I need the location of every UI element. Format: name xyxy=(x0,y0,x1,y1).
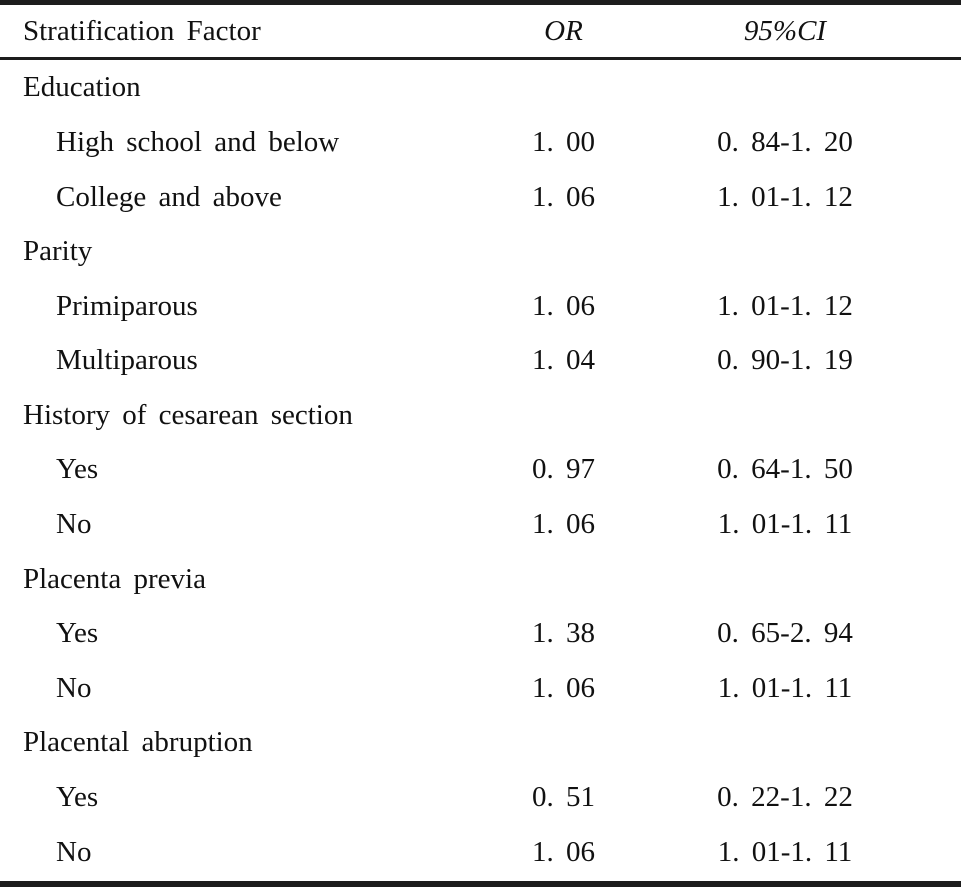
column-header-stratification-factor: Stratification Factor xyxy=(0,2,451,60)
row-label: No xyxy=(56,836,92,869)
ci-value: 1. 01-1. 11 xyxy=(717,671,853,704)
row-label: History of cesarean section xyxy=(23,398,353,431)
data-row: College and above 1. 06 1. 01-1. 12 xyxy=(0,170,961,225)
or-value xyxy=(451,59,676,116)
row-label: No xyxy=(56,671,92,704)
table-body: Education High school and below 1. 00 0. 84… xyxy=(0,59,961,885)
ci-value xyxy=(676,552,961,607)
row-label: Multiparous xyxy=(56,344,198,377)
ci-value xyxy=(676,225,961,280)
or-value: 0. 51 xyxy=(532,780,595,813)
row-label: No xyxy=(56,508,92,540)
data-row: Multiparous 1. 04 0. 90-1. 19 xyxy=(0,334,961,389)
row-label: College and above xyxy=(56,180,282,213)
data-row: Primiparous 1. 06 1. 01-1. 12 xyxy=(0,279,961,334)
or-value: 1. 06 xyxy=(532,671,595,704)
data-row: No 1. 06 1. 01-1. 11 xyxy=(0,497,961,552)
row-label: Education xyxy=(23,71,141,104)
ci-value xyxy=(676,388,961,443)
or-value: 1. 00 xyxy=(532,126,595,159)
ci-value: 0. 65-2. 94 xyxy=(717,617,853,650)
or-value xyxy=(451,552,676,607)
row-label: Yes xyxy=(56,617,99,650)
row-label: Yes xyxy=(56,453,99,486)
data-row: Yes 1. 38 0. 65-2. 94 xyxy=(0,606,961,661)
ci-value: 0. 64-1. 50 xyxy=(717,453,853,486)
data-row: Yes 0. 51 0. 22-1. 22 xyxy=(0,770,961,825)
column-header-or: OR xyxy=(451,2,676,60)
or-value xyxy=(451,715,676,770)
ci-value: 1. 01-1. 12 xyxy=(717,289,853,322)
ci-value: 1. 01-1. 12 xyxy=(717,180,853,213)
group-row: Parity xyxy=(0,225,961,280)
table-header: Stratification Factor OR 95%CI xyxy=(0,2,961,60)
row-label: Yes xyxy=(56,780,99,813)
row-label: Primiparous xyxy=(56,289,198,322)
or-value: 1. 06 xyxy=(532,180,595,213)
row-label: Placenta previa xyxy=(23,562,206,595)
or-value: 1. 06 xyxy=(532,836,595,869)
or-value: 1. 04 xyxy=(532,344,595,377)
or-value xyxy=(451,388,676,443)
group-row: Placental abruption xyxy=(0,715,961,770)
ci-value xyxy=(676,59,961,116)
group-row: Education xyxy=(0,59,961,116)
row-label: High school and below xyxy=(56,126,340,159)
data-row: High school and below 1. 00 0. 84-1. 20 xyxy=(0,116,961,171)
or-value: 0. 97 xyxy=(532,453,595,486)
ci-value: 0. 84-1. 20 xyxy=(717,126,853,159)
or-value: 1. 06 xyxy=(532,508,595,540)
group-row: History of cesarean section xyxy=(0,388,961,443)
or-value: 1. 38 xyxy=(532,617,595,650)
row-label: Parity xyxy=(23,235,93,268)
data-row: No 1. 06 1. 01-1. 11 xyxy=(0,824,961,884)
or-value: 1. 06 xyxy=(532,289,595,322)
header-row: Stratification Factor OR 95%CI xyxy=(0,2,961,60)
ci-value: 1. 01-1. 11 xyxy=(717,836,853,869)
ci-value: 0. 22-1. 22 xyxy=(717,780,853,813)
column-header-95ci: 95%CI xyxy=(676,2,961,60)
data-row: No 1. 06 1. 01-1. 11 xyxy=(0,661,961,716)
ci-value: 1. 01-1. 11 xyxy=(717,508,853,540)
group-row: Placenta previa xyxy=(0,552,961,607)
ci-value xyxy=(676,715,961,770)
ci-value: 0. 90-1. 19 xyxy=(717,344,853,377)
row-label: Placental abruption xyxy=(23,726,253,759)
or-value xyxy=(451,225,676,280)
data-row: Yes 0. 97 0. 64-1. 50 xyxy=(0,443,961,498)
